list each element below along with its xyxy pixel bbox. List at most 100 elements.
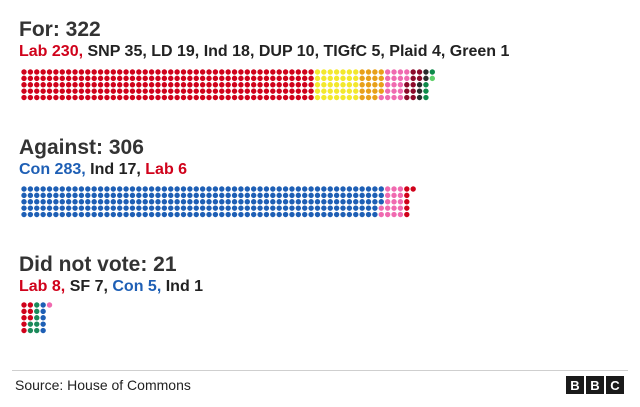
seat-dot-con [359, 199, 365, 205]
seat-dot-ind [397, 69, 404, 75]
seat-dot-con [270, 199, 276, 205]
seat-dot-lab [21, 321, 27, 327]
seat-dot-snp [340, 75, 346, 82]
seat-dot-lab [225, 94, 231, 101]
seat-dot-con [263, 186, 270, 192]
seat-dot-con [155, 205, 161, 211]
seat-dot-con [225, 192, 231, 199]
seat-dot-lab [59, 69, 65, 75]
seat-dot-lab [59, 94, 65, 101]
seat-dot-ind [384, 205, 391, 211]
seat-dot-lab [238, 88, 244, 94]
seat-dot-con [199, 186, 206, 192]
seat-dot-con [199, 205, 206, 211]
seat-dot-con [327, 192, 333, 199]
seat-dot-con [27, 211, 34, 218]
seat-dot-lab [136, 82, 142, 88]
seat-dot-lab [21, 69, 27, 75]
seat-dot-con [136, 192, 142, 199]
seat-dot-con [187, 192, 193, 199]
seat-dot-lab [161, 75, 168, 82]
seat-dot-sf [34, 321, 40, 327]
seat-dot-con [346, 192, 353, 199]
seat-dot-ind [397, 94, 404, 101]
seat-dot-lab [148, 82, 155, 88]
seat-dot-lab [276, 94, 282, 101]
seat-dot-lab [257, 88, 263, 94]
seat-dot-ld [372, 75, 378, 82]
seat-dot-con [199, 192, 206, 199]
seat-dot-con [346, 211, 353, 218]
seat-dot-plaid [423, 88, 429, 94]
seat-dot-sf [34, 302, 40, 308]
seat-dot-con [129, 192, 136, 199]
seat-dot-con [174, 192, 180, 199]
seat-dot-lab [206, 69, 212, 75]
seat-dot-snp [327, 88, 333, 94]
seat-dot-con [206, 199, 212, 205]
seat-dot-lab [404, 186, 410, 192]
seat-dot-con [148, 186, 155, 192]
seat-dot-con [212, 199, 219, 205]
seat-dot-con [161, 205, 168, 211]
seat-dot-con [46, 192, 53, 199]
seat-dot-snp [314, 82, 321, 88]
seat-dot-con [219, 186, 225, 192]
seat-dot-ld [365, 69, 372, 75]
seat-dot-con [129, 199, 136, 205]
seat-dot-ind [391, 69, 397, 75]
seat-dot-lab [180, 75, 187, 82]
seat-dot-con [117, 205, 123, 211]
seat-dot-con [353, 186, 359, 192]
seat-dot-con [333, 186, 340, 192]
seat-dot-con [180, 205, 187, 211]
seat-dot-ind [391, 82, 397, 88]
seat-dot-lab [238, 75, 244, 82]
seat-dot-con [206, 186, 212, 192]
legend-entry-dup: DUP 10, [258, 43, 320, 60]
seat-dot-lab [40, 82, 46, 88]
seat-dot-lab [168, 82, 174, 88]
seat-dot-con [193, 211, 199, 218]
seat-dot-con [327, 211, 333, 218]
seat-dot-con [238, 186, 244, 192]
seat-dot-ld [365, 82, 372, 88]
seat-dot-con [174, 186, 180, 192]
seat-dot-ld [365, 88, 372, 94]
seat-dot-lab [244, 69, 250, 75]
seat-dot-con [123, 205, 129, 211]
seat-dot-con [353, 205, 359, 211]
seat-dot-dup [410, 82, 416, 88]
seat-dot-lab [27, 302, 34, 308]
seat-dot-con [308, 199, 314, 205]
seat-dot-plaid [423, 94, 429, 101]
seat-dot-con [257, 211, 263, 218]
seat-dot-lab [129, 94, 136, 101]
seat-dot-lab [21, 82, 27, 88]
seat-dot-con [142, 186, 148, 192]
seat-dot-con [59, 186, 65, 192]
seat-dot-lab [21, 302, 27, 308]
seat-dot-con [231, 199, 238, 205]
seat-dot-con [302, 205, 308, 211]
seat-dot-con [359, 211, 365, 218]
seat-dot-lab [129, 69, 136, 75]
seat-dot-ld [365, 94, 372, 101]
seat-dot-con [238, 211, 244, 218]
seat-dot-lab [244, 88, 250, 94]
seat-dot-ld [372, 94, 378, 101]
seat-dot-lab [53, 75, 59, 82]
seat-dot-con [187, 186, 193, 192]
seat-dot-lab [263, 75, 270, 82]
seat-dot-con [206, 192, 212, 199]
seat-dot-ind [397, 82, 404, 88]
seat-dot-dup [410, 94, 416, 101]
seat-dot-lab [219, 94, 225, 101]
seat-dot-con [40, 199, 46, 205]
seat-dot-lab [136, 69, 142, 75]
seat-dot-ind [384, 192, 391, 199]
against-dot-grid [21, 186, 416, 218]
seat-dot-lab [53, 69, 59, 75]
seat-dot-con [353, 199, 359, 205]
seat-dot-con [27, 205, 34, 211]
